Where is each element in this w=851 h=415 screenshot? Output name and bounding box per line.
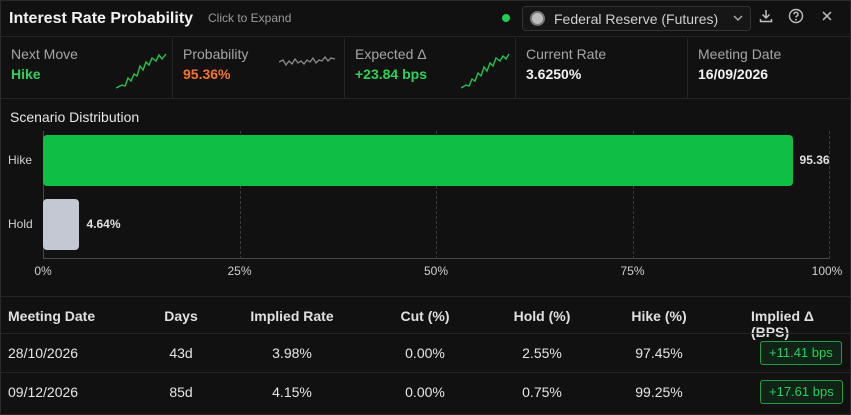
kpi-label: Expected Δ: [355, 46, 427, 62]
kpi-value: Hike: [11, 66, 41, 82]
cell-days: 43d: [169, 345, 193, 361]
kpi-value: 16/09/2026: [698, 66, 769, 82]
kpi-next-move: Next Move Hike: [1, 38, 173, 99]
sparkline-icon: [279, 55, 336, 67]
close-icon[interactable]: [817, 8, 837, 28]
cell-hold: 0.75%: [522, 384, 562, 400]
scenario-distribution-title: Scenario Distribution: [10, 109, 140, 125]
cell-cut: 0.00%: [405, 384, 445, 400]
column-header-meeting-date[interactable]: Meeting Date: [8, 308, 96, 324]
bar-hold[interactable]: [43, 199, 80, 250]
widget-header: Interest Rate Probability Click to Expan…: [1, 1, 851, 37]
table-header-row: Meeting Date Days Implied Rate Cut (%) H…: [1, 296, 851, 340]
x-tick-label: 50%: [423, 264, 449, 278]
kpi-value: +23.84 bps: [355, 66, 427, 82]
x-tick-label: 100%: [811, 264, 843, 278]
kpi-value: 3.6250%: [526, 66, 582, 82]
kpi-row: Next Move Hike Probability 95.36% Expect…: [1, 38, 851, 99]
y-axis-line: [43, 131, 44, 259]
kpi-label: Meeting Date: [698, 46, 782, 62]
gridline: [632, 131, 634, 259]
category-label: Hike: [8, 152, 33, 167]
source-select[interactable]: Federal Reserve (Futures): [522, 6, 751, 31]
help-icon[interactable]: [786, 8, 806, 28]
kpi-label: Probability: [183, 46, 249, 62]
widget-title: Interest Rate Probability: [9, 10, 194, 27]
live-status-dot: [502, 14, 510, 22]
column-header-hold[interactable]: Hold (%): [513, 308, 571, 324]
cell-cut: 0.00%: [405, 345, 445, 361]
category-label: Hold: [8, 216, 33, 231]
kpi-value: 95.36%: [183, 66, 231, 82]
kpi-expected-delta: Expected Δ +23.84 bps: [345, 38, 516, 99]
gridline: [436, 131, 437, 259]
cell-meeting-date: 28/10/2026: [8, 345, 79, 361]
download-icon[interactable]: [756, 8, 776, 28]
cell-hike: 97.45%: [635, 345, 683, 361]
x-tick-label: 75%: [620, 264, 645, 278]
bar-hike[interactable]: [43, 135, 793, 186]
column-header-hike[interactable]: Hike (%): [631, 308, 687, 324]
sparkline-icon: [116, 53, 167, 89]
cell-days: 85d: [169, 384, 193, 400]
bar-value-label: 4.64%: [86, 216, 121, 231]
x-tick-label: 25%: [227, 264, 252, 278]
table-row[interactable]: 09/12/2026 85d 4.15% 0.00% 0.75% 99.25% …: [1, 372, 851, 411]
federal-reserve-seal-icon: [530, 11, 545, 26]
cell-hold: 2.55%: [522, 345, 562, 361]
column-header-cut[interactable]: Cut (%): [400, 308, 450, 324]
cell-hike: 99.25%: [635, 384, 683, 400]
x-tick-label: 0%: [34, 264, 52, 278]
cell-meeting-date: 09/12/2026: [8, 384, 79, 400]
gridline: [239, 131, 241, 259]
kpi-probability: Probability 95.36%: [173, 38, 345, 99]
kpi-label: Current Rate: [526, 46, 607, 62]
cell-implied-rate: 3.98%: [272, 345, 312, 361]
implied-delta-badge: +11.41 bps: [760, 341, 842, 365]
cell-implied-rate: 4.15%: [272, 384, 312, 400]
column-header-implied-rate[interactable]: Implied Rate: [250, 308, 334, 324]
table-row[interactable]: 28/10/2026 43d 3.98% 0.00% 2.55% 97.45% …: [1, 333, 851, 372]
column-header-implied-delta[interactable]: Implied Δ (BPS): [751, 308, 814, 340]
kpi-meeting-date: Meeting Date 16/09/2026: [688, 38, 851, 99]
gridline: [829, 131, 830, 259]
kpi-current-rate: Current Rate 3.6250%: [516, 38, 688, 99]
kpi-label: Next Move: [11, 46, 78, 62]
sparkline-icon: [461, 53, 510, 89]
column-header-days[interactable]: Days: [164, 308, 198, 324]
implied-delta-badge: +17.61 bps: [760, 380, 843, 404]
scenario-distribution-chart: 0% 25% 50% 75% 100% Hike 95.36 Hold 4.64%: [1, 126, 851, 281]
bar-value-label: 95.36: [799, 152, 830, 167]
chevron-down-icon: [732, 10, 744, 29]
expand-link[interactable]: Click to Expand: [208, 11, 292, 25]
source-select-label: Federal Reserve (Futures): [554, 11, 719, 27]
